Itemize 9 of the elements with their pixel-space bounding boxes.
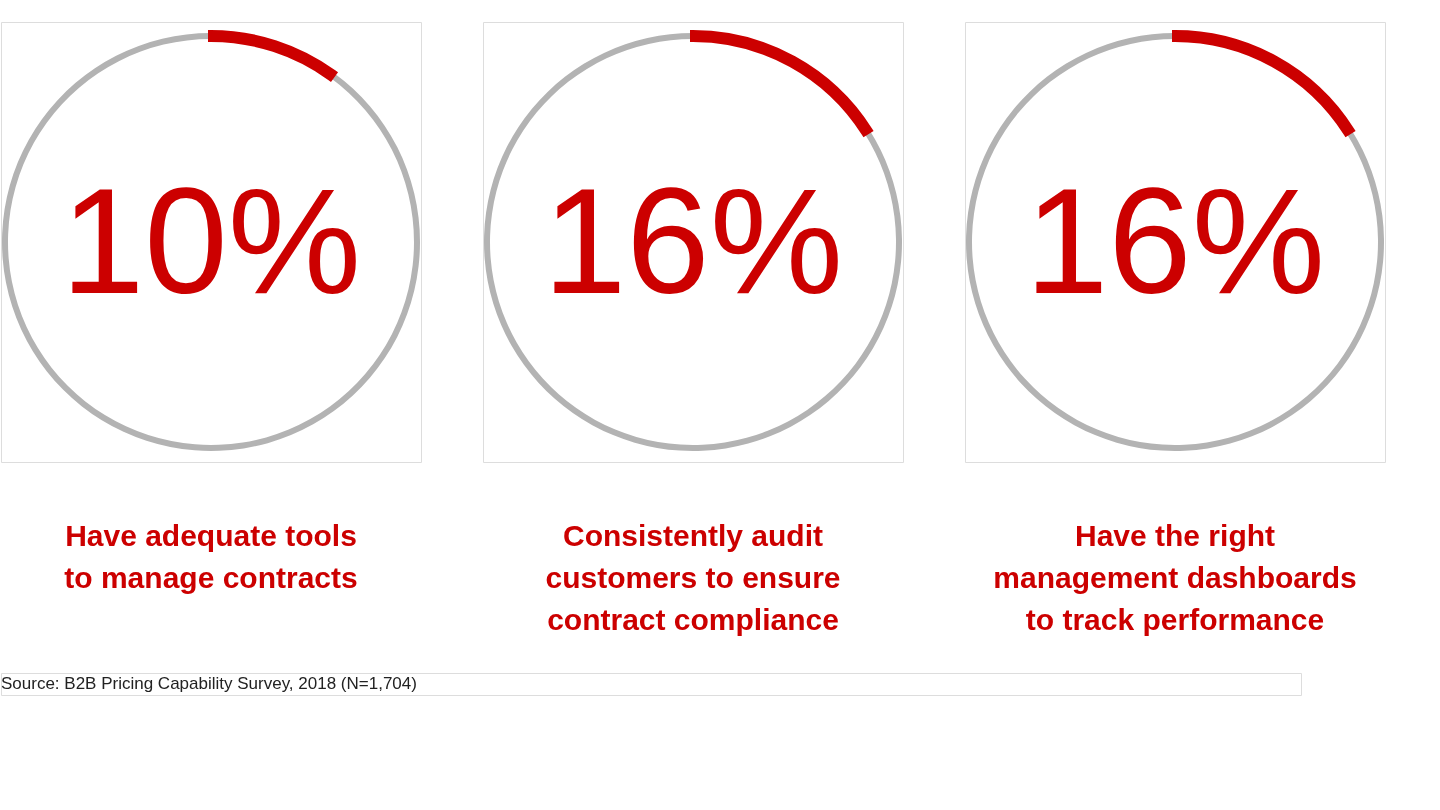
data-label: 16% <box>542 157 844 325</box>
text: Consistently audit customers to ensure contract compliance <box>545 519 841 636</box>
source-note: Source: B2B Pricing Capability Survey, 2018 (N=1,704) <box>1 674 417 693</box>
data-label: 16% <box>1024 157 1326 325</box>
text: Have the right management dashboards to track performance <box>993 519 1357 636</box>
donut-slice <box>690 30 873 137</box>
data-label: 10% <box>60 157 362 325</box>
donut-slice <box>1172 30 1355 137</box>
text: Have adequate tools to manage contracts <box>64 519 358 594</box>
